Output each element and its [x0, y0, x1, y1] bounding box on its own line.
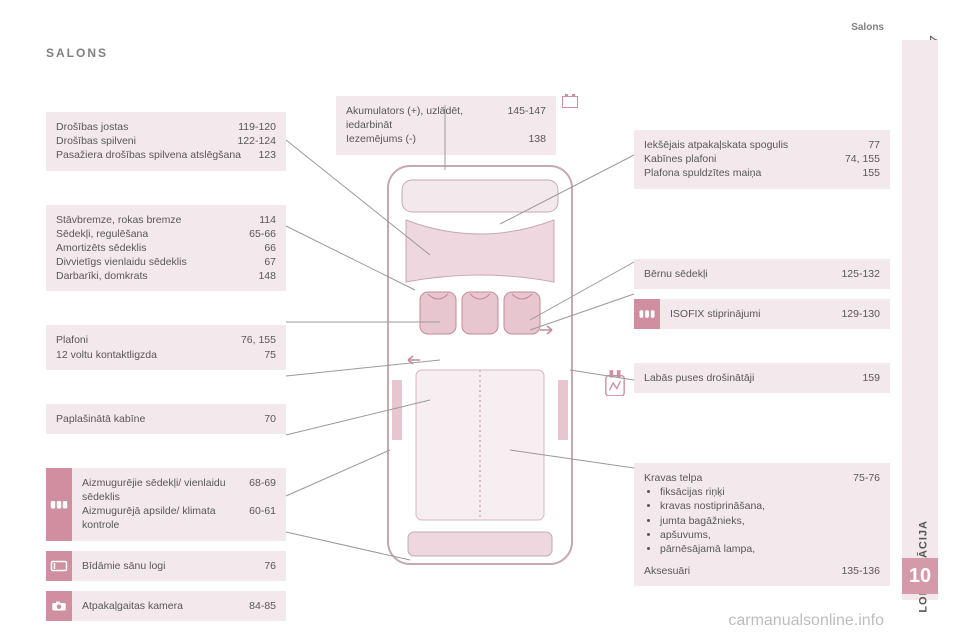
icon-card: Bīdāmie sānu logi76 — [46, 551, 286, 581]
fuse-icon — [604, 370, 626, 396]
chapter-number: 10 — [902, 558, 938, 594]
info-card: Iekšējais atpakaļskata spogulis77Kabīnes… — [634, 130, 890, 189]
icon-card: Aizmugurējie sēdekļi/ vienlaidu sēdeklis… — [46, 468, 286, 541]
header-right: Salons — [851, 22, 884, 33]
info-card: Paplašinātā kabīne70 — [46, 404, 286, 434]
info-card: Drošības jostas119-120Drošības spilveni1… — [46, 112, 286, 171]
left-column: Drošības jostas119-120Drošības spilveni1… — [46, 112, 286, 621]
chapter-strip — [902, 40, 938, 600]
info-card: Plafoni76, 15512 voltu kontaktligzda75 — [46, 325, 286, 369]
center-card: Akumulators (+), uzlādēt, iedarbināt145-… — [336, 96, 556, 155]
info-card: Labās puses drošinātāji159 — [634, 363, 890, 393]
right-column: Iekšējais atpakaļskata spogulis77Kabīnes… — [634, 130, 890, 586]
info-card: Kravas telpa75-76fiksācijas riņķikravas … — [634, 463, 890, 586]
info-card: Stāvbremze, rokas bremze114Sēdekļi, regu… — [46, 205, 286, 292]
seats-icon — [46, 468, 72, 541]
camera-icon — [46, 591, 72, 621]
watermark: carmanualsonline.info — [728, 612, 884, 630]
battery-icon — [562, 96, 578, 108]
icon-card: ISOFIX stiprinājumi129-130 — [634, 299, 890, 329]
window-icon — [46, 551, 72, 581]
info-card: Bērnu sēdekļi125-132 — [634, 259, 890, 289]
icon-card: Atpakaļgaitas kamera84-85 — [46, 591, 286, 621]
vehicle-diagram — [380, 160, 580, 570]
isofix-icon — [634, 299, 660, 329]
page-title: SALONS — [46, 46, 108, 60]
